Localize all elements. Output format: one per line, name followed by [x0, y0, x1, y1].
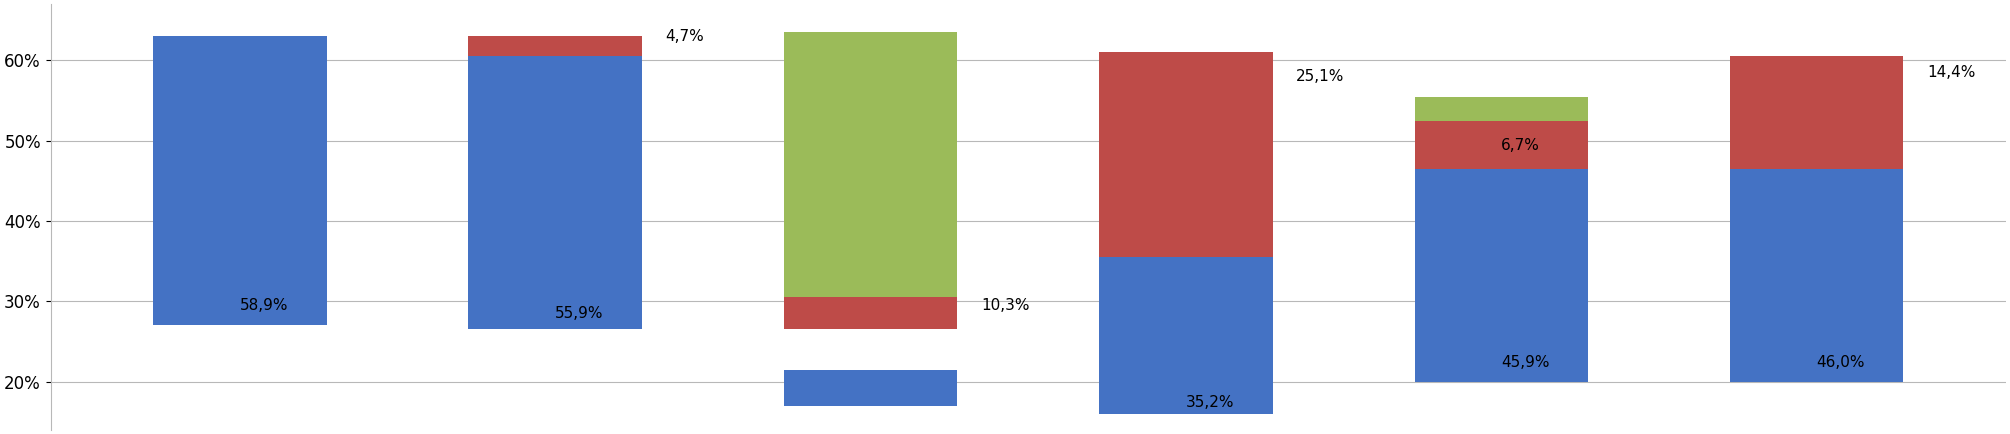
- Bar: [1731, 56, 1903, 169]
- Bar: [784, 370, 957, 406]
- Text: 14,4%: 14,4%: [1928, 66, 1976, 80]
- Text: 6,7%: 6,7%: [1501, 138, 1540, 153]
- Bar: [784, 32, 957, 297]
- Text: 35,2%: 35,2%: [1186, 395, 1234, 410]
- Text: 55,9%: 55,9%: [555, 306, 603, 322]
- Bar: [784, 297, 957, 329]
- Text: 58,9%: 58,9%: [239, 299, 287, 313]
- Bar: [1415, 169, 1588, 381]
- Bar: [468, 36, 641, 56]
- Text: 10,3%: 10,3%: [981, 299, 1029, 313]
- Bar: [1099, 53, 1272, 257]
- Text: 25,1%: 25,1%: [1296, 69, 1345, 85]
- Bar: [468, 56, 641, 329]
- Bar: [1415, 96, 1588, 121]
- Text: 46,0%: 46,0%: [1817, 355, 1865, 370]
- Text: 45,9%: 45,9%: [1501, 355, 1550, 370]
- Bar: [153, 36, 326, 326]
- Text: 4,7%: 4,7%: [665, 30, 704, 44]
- Bar: [1731, 169, 1903, 381]
- Bar: [1099, 257, 1272, 414]
- Bar: [1415, 121, 1588, 169]
